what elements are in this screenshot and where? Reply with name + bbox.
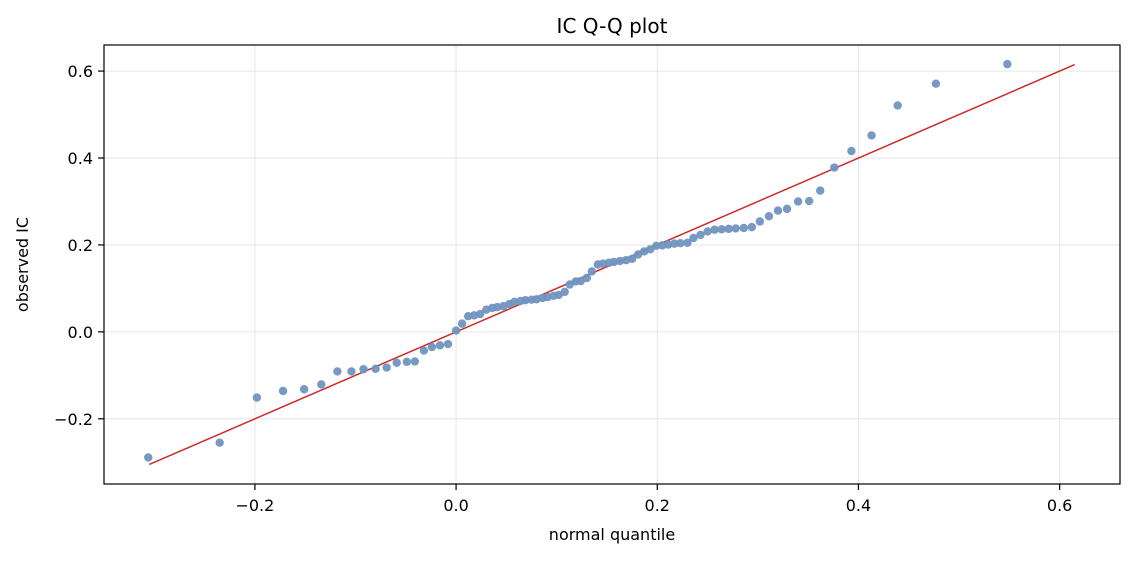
data-point bbox=[521, 295, 530, 305]
data-point bbox=[867, 131, 876, 140]
data-point bbox=[144, 453, 153, 462]
data-point bbox=[683, 238, 692, 247]
data-point bbox=[739, 223, 748, 233]
y-tick-label-1: 0.0 bbox=[68, 323, 93, 342]
data-point bbox=[410, 357, 420, 366]
x-tick-label-1: 0.0 bbox=[443, 496, 468, 515]
data-point bbox=[347, 367, 356, 376]
data-point bbox=[317, 380, 326, 389]
y-tick-label-0: −0.2 bbox=[54, 410, 93, 429]
data-point bbox=[670, 239, 679, 248]
data-point bbox=[747, 222, 757, 232]
data-point bbox=[419, 346, 429, 355]
axis-ticks: −0.2 0.0 0.2 0.4 0.6 −0.2 0.0 0.2 0.4 0.6 bbox=[54, 62, 1072, 515]
data-point bbox=[427, 342, 437, 352]
data-point bbox=[931, 79, 941, 88]
data-point bbox=[371, 364, 380, 374]
y-tick-label-2: 0.2 bbox=[68, 236, 93, 255]
data-point bbox=[451, 326, 461, 335]
plot-frame bbox=[103, 44, 1121, 485]
data-point bbox=[457, 319, 467, 328]
data-point bbox=[710, 225, 719, 234]
y-tick-label-3: 0.4 bbox=[68, 149, 93, 168]
data-point bbox=[560, 287, 569, 297]
data-point bbox=[587, 267, 597, 276]
data-point bbox=[782, 204, 792, 214]
data-point bbox=[252, 393, 262, 402]
x-tick-label-0: −0.2 bbox=[235, 496, 274, 515]
grid-lines bbox=[104, 45, 1120, 484]
data-point bbox=[392, 358, 401, 367]
data-point bbox=[847, 146, 856, 156]
data-point bbox=[764, 212, 774, 221]
data-point bbox=[582, 273, 592, 283]
data-point bbox=[676, 239, 685, 248]
data-point bbox=[773, 206, 783, 215]
chart-title: IC Q-Q plot bbox=[557, 14, 668, 38]
data-point bbox=[703, 227, 712, 236]
data-point bbox=[804, 196, 814, 206]
x-axis-label: normal quantile bbox=[549, 525, 675, 544]
data-point bbox=[278, 386, 288, 396]
data-point bbox=[299, 385, 309, 394]
data-point bbox=[435, 341, 445, 350]
data-point bbox=[215, 438, 224, 447]
data-point bbox=[755, 217, 765, 226]
y-tick-label-4: 0.6 bbox=[68, 62, 93, 81]
x-tick-label-3: 0.4 bbox=[846, 496, 871, 515]
data-point bbox=[443, 339, 453, 349]
x-tick-label-4: 0.6 bbox=[1047, 496, 1072, 515]
data-point bbox=[402, 357, 411, 367]
x-tick-label-2: 0.2 bbox=[645, 496, 670, 515]
data-point bbox=[793, 197, 803, 206]
data-point bbox=[689, 233, 698, 243]
data-point bbox=[1003, 59, 1012, 69]
data-point bbox=[816, 186, 825, 195]
data-point bbox=[830, 163, 839, 172]
data-points bbox=[144, 59, 1012, 462]
data-point bbox=[476, 309, 485, 319]
data-point bbox=[696, 230, 705, 240]
y-axis-label: observed IC bbox=[13, 217, 32, 312]
data-point bbox=[627, 254, 637, 264]
data-point bbox=[893, 101, 902, 110]
data-point bbox=[724, 224, 733, 234]
data-point bbox=[382, 363, 391, 372]
data-point bbox=[333, 367, 342, 376]
data-point bbox=[359, 365, 368, 374]
data-point bbox=[731, 224, 740, 233]
data-point bbox=[652, 241, 661, 251]
data-point bbox=[717, 225, 726, 234]
